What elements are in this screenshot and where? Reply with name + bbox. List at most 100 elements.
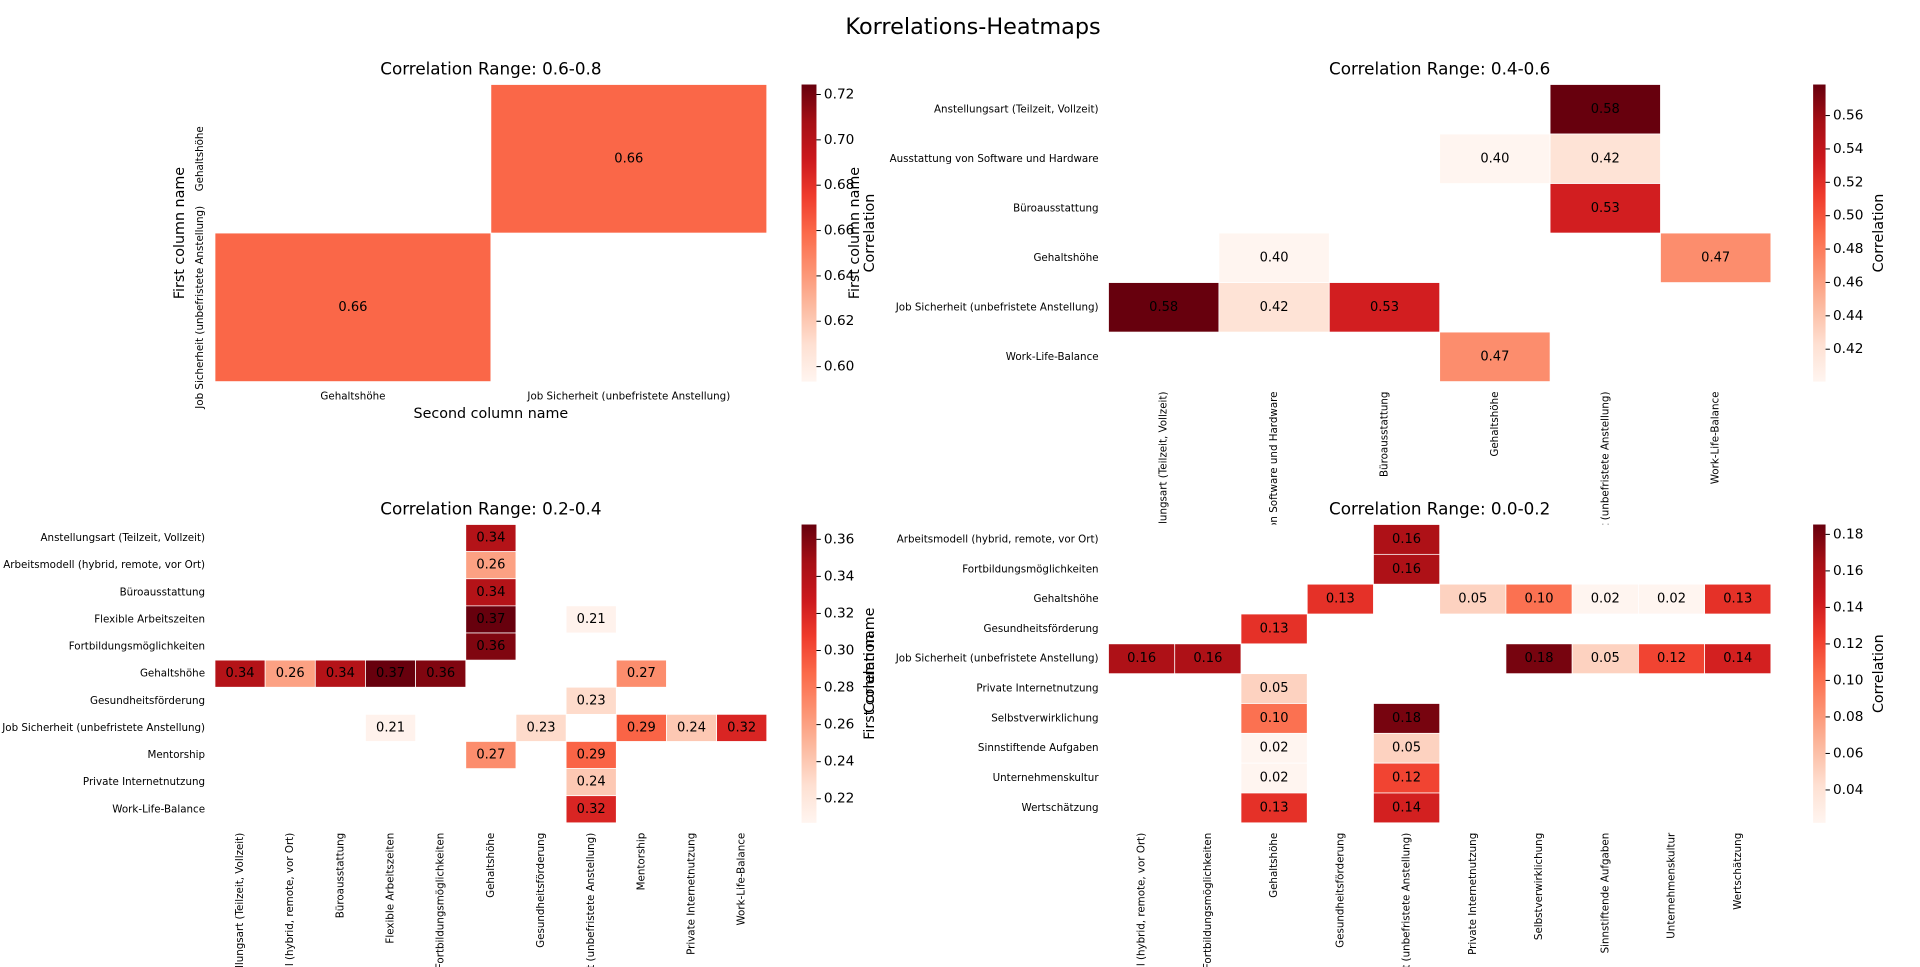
y-tick-label: Work-Life-Balance [1006,351,1099,363]
heatmap-cell [1108,282,1220,333]
colorbar-tick-label: 0.22 [824,791,854,807]
cell-label: 0.05 [1458,592,1487,607]
cell-label: 0.14 [1723,651,1752,666]
heatmap-cell [1439,133,1551,184]
colorbar-tick-label: 0.32 [824,605,854,621]
heatmap-cell [365,713,417,742]
colorbar-tick-label: 0.48 [1833,241,1863,257]
x-tick-label: Wertschätzung [1732,833,1744,910]
cell-label: 0.23 [527,720,556,735]
cell-label: 0.58 [1149,300,1178,315]
cell-label: 0.02 [1260,741,1289,756]
cell-label: 0.14 [1392,800,1421,815]
heatmap-cell [1328,282,1441,333]
heatmap-cell [1549,133,1661,184]
colorbar-label: Correlation [1871,194,1887,273]
cell-label: 0.32 [727,720,756,735]
x-tick-label: Job Sicherheit (unbefristete Anstellung) [1401,833,1413,967]
cell-label: 0.42 [1591,151,1620,166]
colorbar-label: Correlation [862,634,878,713]
x-tick-label: Flexible Arbeitszeiten [385,833,397,944]
cell-label: 0.42 [1260,300,1289,315]
heatmap-cell [1240,613,1308,645]
panel-title: Correlation Range: 0.4-0.6 [1329,59,1550,79]
cell-label: 0.13 [1260,800,1289,815]
colorbar-tick-label: 0.18 [1833,526,1863,542]
cell-label: 0.29 [627,720,656,735]
heatmap-cell [1373,762,1441,794]
colorbar-tick-label: 0.34 [824,568,854,584]
colorbar-tick-label: 0.08 [1833,709,1863,725]
x-tick-label: Private Internetnutzung [686,833,698,955]
colorbar-tick-label: 0.70 [824,132,854,148]
colorbar-tick-label: 0.42 [1833,341,1863,357]
y-tick-label: Private Internetnutzung [976,683,1098,695]
cell-label: 0.34 [326,666,355,681]
cell-label: 0.24 [577,775,606,790]
cell-label: 0.12 [1657,651,1686,666]
colorbar-tick-label: 0.52 [1833,174,1863,190]
heatmap-cell [1505,583,1573,615]
heatmap-cell [1704,643,1772,675]
y-tick-label: Sinnstiftende Aufgaben [978,742,1099,754]
colorbar-tick-label: 0.12 [1833,636,1863,652]
cell-label: 0.10 [1260,711,1289,726]
y-tick-label: Private Internetnutzung [83,776,205,788]
heatmap-cell [1240,792,1308,824]
y-tick-label: Mentorship [147,749,205,761]
heatmap-cell [615,713,667,742]
y-tick-label: Selbstverwirklichung [991,712,1098,724]
y-tick-label: Gehaltshöhe [1033,252,1098,264]
cell-label: 0.16 [1392,532,1421,547]
x-tick-label: Gehaltshöhe [485,833,497,898]
x-tick-label: Job Sicherheit (unbefristete Anstellung) [1599,392,1611,596]
cell-label: 0.23 [577,693,606,708]
heatmap-cell [465,605,517,634]
x-tick-label: Job Sicherheit (unbefristete Anstellung) [585,833,597,967]
colorbar-tick-label: 0.04 [1833,782,1863,798]
heatmap-cell [716,713,768,742]
heatmap-cell [214,232,492,382]
cell-label: 0.16 [1127,651,1156,666]
y-tick-label: Gehaltshöhe [194,126,206,191]
heatmap-cell [565,605,617,634]
x-tick-label: Unternehmenskultur [1666,832,1678,939]
x-tick-label: Büroausstattung [334,833,346,918]
heatmap-cell [1373,524,1441,555]
cell-label: 0.32 [577,802,606,817]
y-tick-label: Arbeitsmodell (hybrid, remote, vor Ort) [897,533,1099,545]
x-tick-label: Anstellungsart (Teilzeit, Vollzeit) [1158,392,1170,557]
heatmap-cell [1240,673,1308,704]
y-tick-label: Anstellungsart (Teilzeit, Vollzeit) [41,532,206,544]
cell-label: 0.58 [1591,102,1620,117]
colorbar [801,84,817,382]
colorbar-label: Correlation [1871,634,1887,713]
y-tick-label: Unternehmenskultur [993,772,1100,784]
y-tick-label: Ausstattung von Software und Hardware [890,153,1099,165]
x-tick-label: Gehaltshöhe [320,390,385,402]
x-tick-label: Arbeitsmodell (hybrid, remote, vor Ort) [284,833,296,967]
heatmap-cell [1373,553,1441,585]
y-axis-label: First column name [172,167,188,299]
cell-label: 0.53 [1370,300,1399,315]
heatmap-cell [1373,703,1441,734]
heatmap-cell [1240,762,1308,794]
y-tick-label: Wertschätzung [1021,802,1098,814]
y-tick-label: Job Sicherheit (unbefristete Anstellung) [895,653,1099,665]
x-tick-label: Gehaltshöhe [1268,833,1280,898]
colorbar-tick-label: 0.62 [824,313,854,329]
colorbar-tick-label: 0.56 [1833,108,1863,124]
y-tick-label: Work-Life-Balance [112,803,205,815]
colorbar [1813,84,1826,382]
cell-label: 0.05 [1260,681,1289,696]
cell-label: 0.12 [1392,771,1421,786]
heatmap-cell [1660,232,1772,283]
cell-label: 0.40 [1260,250,1289,265]
heatmap-cell [1439,331,1551,382]
colorbar-tick-label: 0.54 [1833,141,1863,157]
heatmap-cell [565,686,617,715]
colorbar [1813,524,1826,823]
colorbar-tick-label: 0.36 [824,531,854,547]
heatmap-cell [1373,732,1441,764]
panel-title: Correlation Range: 0.0-0.2 [1329,499,1550,519]
